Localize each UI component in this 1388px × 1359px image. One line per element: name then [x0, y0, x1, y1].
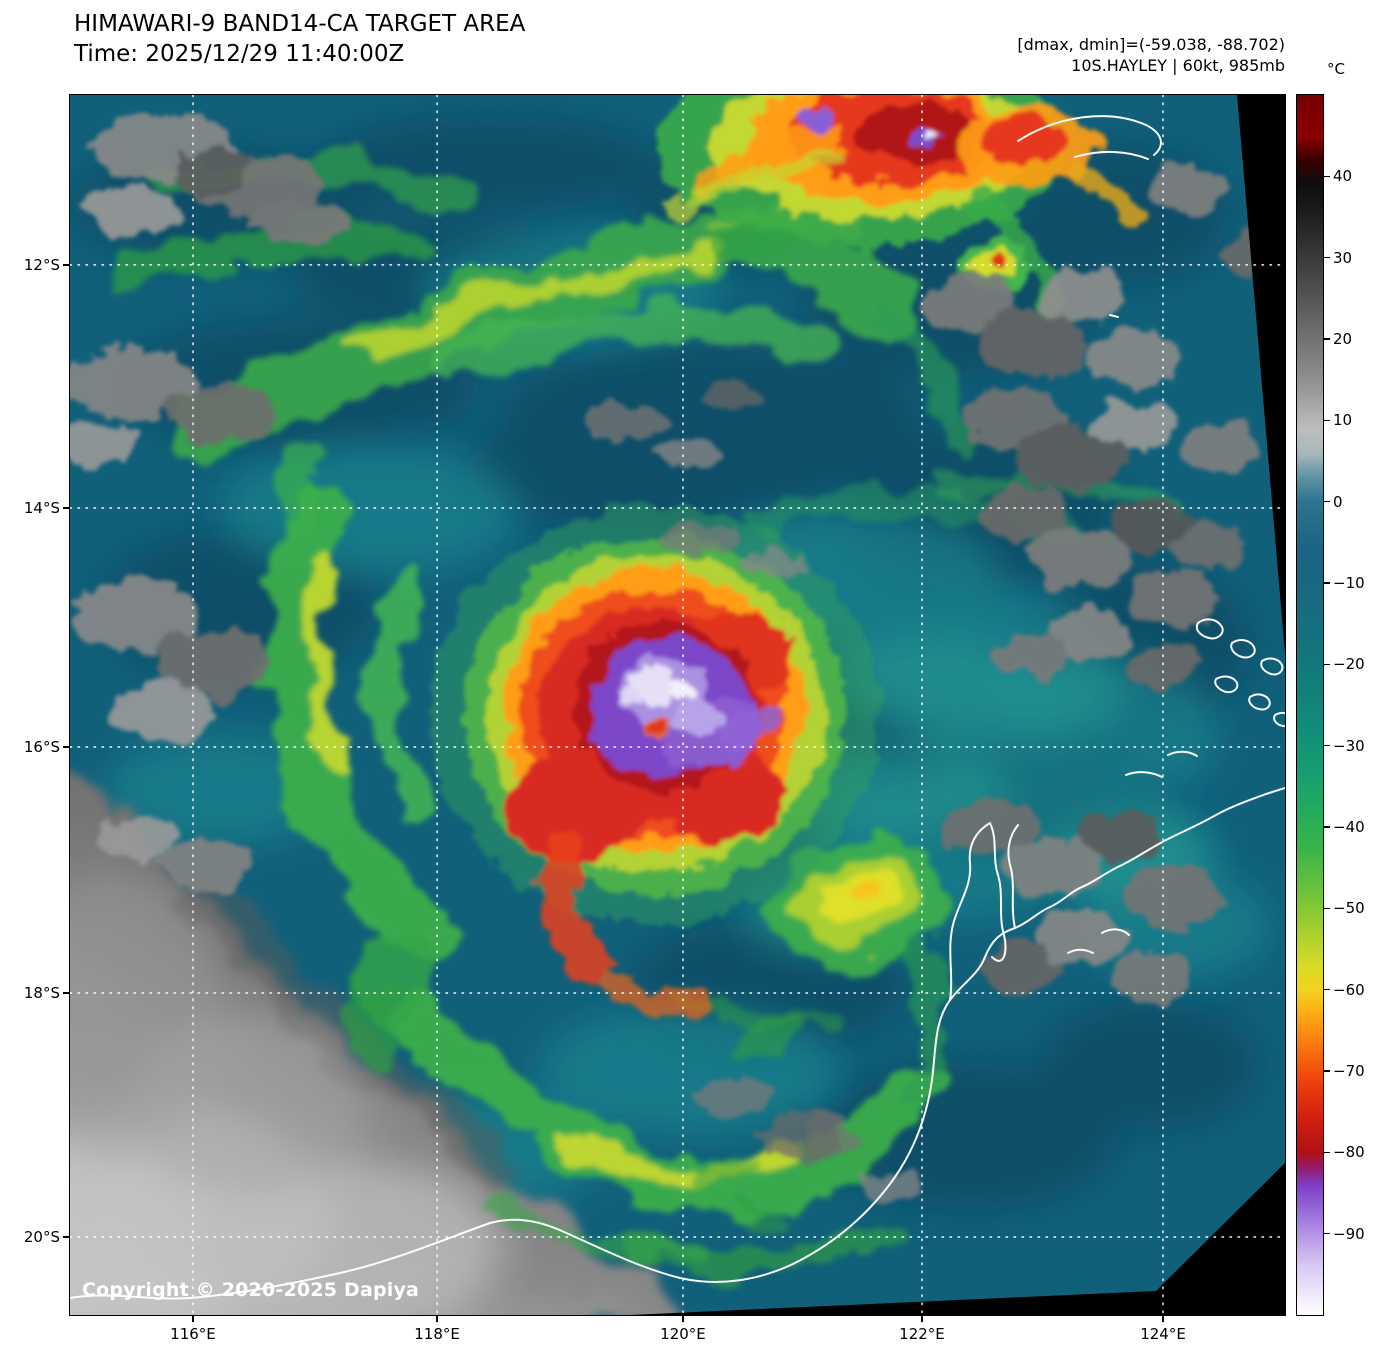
colorbar	[1296, 94, 1324, 1316]
satellite-image	[70, 95, 1285, 1315]
colorbar-tick	[1324, 1070, 1330, 1072]
y-axis-tick	[63, 1236, 69, 1238]
colorbar-tick-label: 0	[1333, 492, 1343, 511]
copyright: Copyright © 2020-2025 Dapiya	[82, 1279, 420, 1301]
colorbar-tick-label: −90	[1333, 1224, 1365, 1243]
timestamp: Time: 2025/12/29 11:40:00Z	[74, 40, 405, 67]
colorbar-tick	[1324, 989, 1330, 991]
x-axis-tick	[921, 1316, 923, 1322]
satellite-map: Copyright © 2020-2025 Dapiya	[69, 94, 1286, 1316]
colorbar-tick	[1324, 907, 1330, 909]
colorbar-tick-label: 10	[1333, 411, 1353, 430]
x-axis-tick-label: 122°E	[899, 1325, 945, 1343]
colorbar-tick	[1324, 1233, 1330, 1235]
storm-info-annotation: 10S.HAYLEY | 60kt, 985mb	[1071, 56, 1285, 76]
x-axis-tick-label: 124°E	[1140, 1325, 1186, 1343]
x-axis-tick	[436, 1316, 438, 1322]
header-right: [dmax, dmin]=(-59.038, -88.702) 10S.HAYL…	[1017, 34, 1285, 76]
colorbar-tick	[1324, 582, 1330, 584]
colorbar-tick	[1324, 826, 1330, 828]
x-axis-tick	[1162, 1316, 1164, 1322]
header-left: HIMAWARI-9 BAND14-CA TARGET AREA Time: 2…	[74, 10, 525, 70]
colorbar-tick-label: −50	[1333, 899, 1365, 918]
colorbar-tick-label: −40	[1333, 818, 1365, 836]
dmax-dmin-annotation: [dmax, dmin]=(-59.038, -88.702)	[1017, 35, 1285, 54]
y-axis-tick-label: 14°S	[23, 498, 60, 517]
x-axis-tick-label: 116°E	[170, 1325, 216, 1343]
colorbar-tick	[1324, 419, 1330, 421]
y-axis-tick	[63, 507, 69, 509]
colorbar-tick	[1324, 663, 1330, 665]
colorbar-tick-label: −10	[1333, 574, 1365, 592]
colorbar-tick-label: 20	[1333, 330, 1353, 348]
colorbar-unit-label: °C	[1327, 60, 1345, 78]
colorbar-tick-label: 30	[1333, 248, 1353, 267]
colorbar-tick	[1324, 1151, 1330, 1153]
colorbar-tick-label: −70	[1333, 1062, 1365, 1080]
colorbar-tick	[1324, 257, 1330, 259]
x-axis-tick	[192, 1316, 194, 1322]
title: HIMAWARI-9 BAND14-CA TARGET AREA	[74, 11, 526, 37]
colorbar-tick	[1324, 338, 1330, 340]
colorbar-tick	[1324, 175, 1330, 177]
y-axis-tick-label: 18°S	[23, 984, 60, 1003]
colorbar-gradient	[1297, 95, 1323, 1315]
y-axis-tick	[63, 746, 69, 748]
colorbar-tick	[1324, 501, 1330, 503]
y-axis-tick-label: 16°S	[23, 737, 60, 756]
y-axis-tick-label: 12°S	[23, 255, 60, 274]
colorbar-tick-label: −30	[1333, 736, 1365, 755]
x-axis-tick-label: 118°E	[414, 1325, 460, 1343]
colorbar-tick-label: −80	[1333, 1143, 1365, 1162]
colorbar-tick-label: 40	[1333, 167, 1353, 186]
y-axis-tick	[63, 992, 69, 994]
colorbar-tick-label: −20	[1333, 655, 1365, 674]
x-axis-tick	[682, 1316, 684, 1322]
y-axis-tick-label: 20°S	[23, 1228, 60, 1247]
coastline	[70, 115, 1285, 1300]
colorbar-tick	[1324, 745, 1330, 747]
gridlines	[70, 95, 1285, 1315]
y-axis-tick	[63, 264, 69, 266]
x-axis-tick-label: 120°E	[660, 1325, 706, 1343]
colorbar-tick-label: −60	[1333, 980, 1365, 999]
